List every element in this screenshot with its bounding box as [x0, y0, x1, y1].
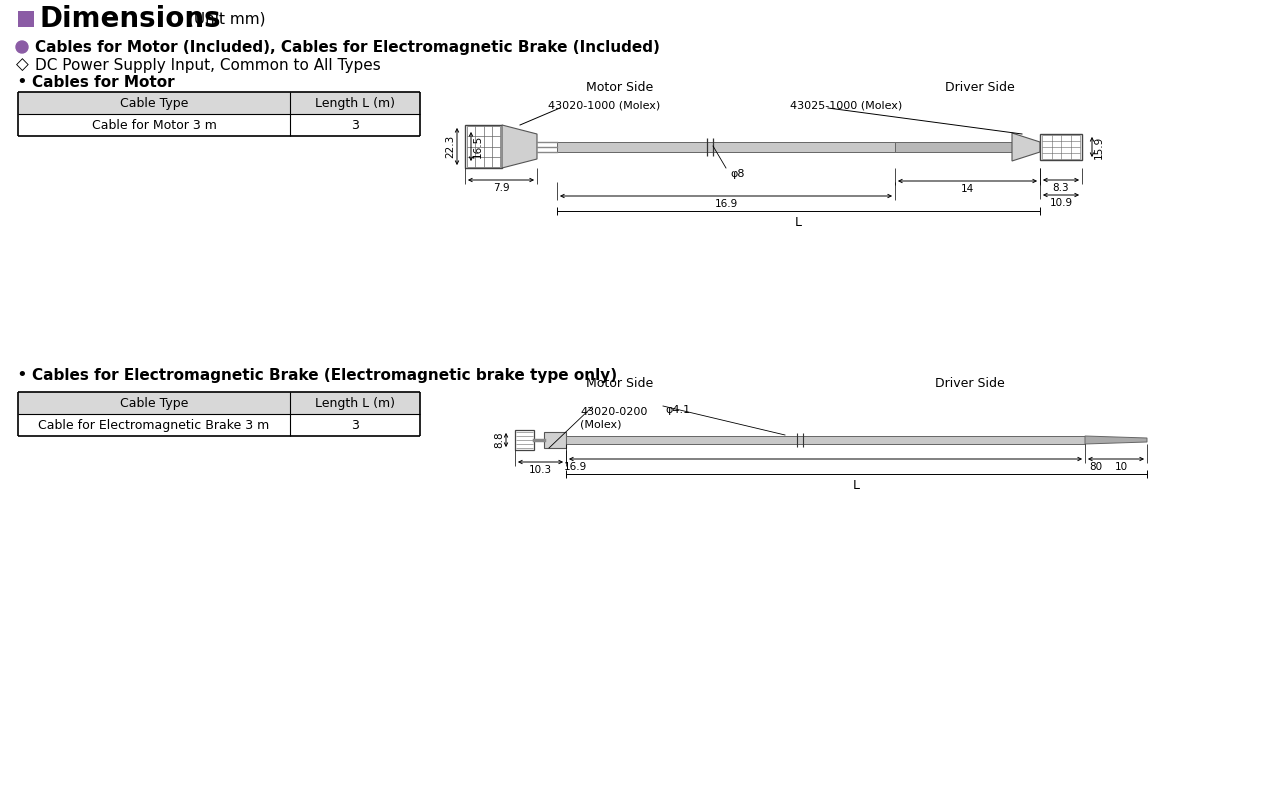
- Bar: [515, 430, 534, 450]
- Text: •: •: [17, 366, 27, 384]
- Text: DC Power Supply Input, Common to All Types: DC Power Supply Input, Common to All Typ…: [35, 57, 380, 72]
- Text: 3: 3: [351, 118, 358, 131]
- Text: 3: 3: [351, 418, 358, 432]
- Text: Length L (m): Length L (m): [315, 96, 396, 110]
- Bar: [544, 432, 566, 448]
- Text: 80: 80: [1089, 462, 1102, 472]
- Text: 43020-1000 (Molex): 43020-1000 (Molex): [548, 100, 660, 110]
- Text: φ4.1: φ4.1: [666, 405, 690, 415]
- Bar: [1039, 134, 1082, 160]
- Bar: [465, 125, 502, 168]
- Text: 16.5: 16.5: [474, 135, 483, 158]
- Text: 43020-0200: 43020-0200: [580, 407, 648, 417]
- Text: 10: 10: [1115, 462, 1128, 472]
- Text: 14: 14: [961, 184, 974, 194]
- Text: 7.9: 7.9: [493, 183, 509, 193]
- Polygon shape: [1085, 436, 1147, 444]
- Text: Cables for Motor (Included), Cables for Electromagnetic Brake (Included): Cables for Motor (Included), Cables for …: [35, 40, 660, 55]
- Bar: [895, 142, 1012, 152]
- Text: Cables for Electromagnetic Brake (Electromagnetic brake type only): Cables for Electromagnetic Brake (Electr…: [32, 367, 617, 382]
- Bar: [18, 11, 35, 27]
- Text: 10.3: 10.3: [529, 465, 552, 475]
- Bar: [18, 92, 420, 114]
- Text: 16.9: 16.9: [564, 462, 588, 472]
- Text: 16.9: 16.9: [714, 199, 737, 209]
- Circle shape: [15, 41, 28, 53]
- Polygon shape: [502, 125, 538, 168]
- Text: (Molex): (Molex): [580, 419, 622, 429]
- Text: •: •: [17, 73, 27, 91]
- Text: 43025-1000 (Molex): 43025-1000 (Molex): [790, 100, 902, 110]
- Text: 10.9: 10.9: [1050, 198, 1073, 208]
- Text: L: L: [852, 479, 860, 492]
- Bar: [566, 436, 1085, 444]
- Text: φ8: φ8: [730, 169, 745, 179]
- Text: (Unit mm): (Unit mm): [188, 11, 265, 26]
- Text: Cable Type: Cable Type: [120, 96, 188, 110]
- Text: 15.9: 15.9: [1094, 135, 1103, 159]
- Text: Driver Side: Driver Side: [945, 80, 1015, 94]
- Text: Cable Type: Cable Type: [120, 397, 188, 409]
- Text: L: L: [795, 216, 803, 229]
- Text: 8.3: 8.3: [1052, 183, 1069, 193]
- Text: Motor Side: Motor Side: [586, 377, 654, 390]
- Text: Dimensions: Dimensions: [40, 5, 221, 33]
- Text: Driver Side: Driver Side: [936, 377, 1005, 390]
- Text: 8.8: 8.8: [494, 432, 504, 448]
- Text: Cables for Motor: Cables for Motor: [32, 75, 174, 90]
- Text: Length L (m): Length L (m): [315, 397, 396, 409]
- Text: Cable for Motor 3 m: Cable for Motor 3 m: [92, 118, 216, 131]
- Bar: [557, 142, 895, 152]
- Polygon shape: [1012, 133, 1039, 161]
- Text: 22.3: 22.3: [445, 135, 454, 158]
- Text: ◇: ◇: [15, 56, 28, 74]
- Bar: [18, 392, 420, 414]
- Text: Cable for Electromagnetic Brake 3 m: Cable for Electromagnetic Brake 3 m: [38, 418, 270, 432]
- Text: Motor Side: Motor Side: [586, 80, 654, 94]
